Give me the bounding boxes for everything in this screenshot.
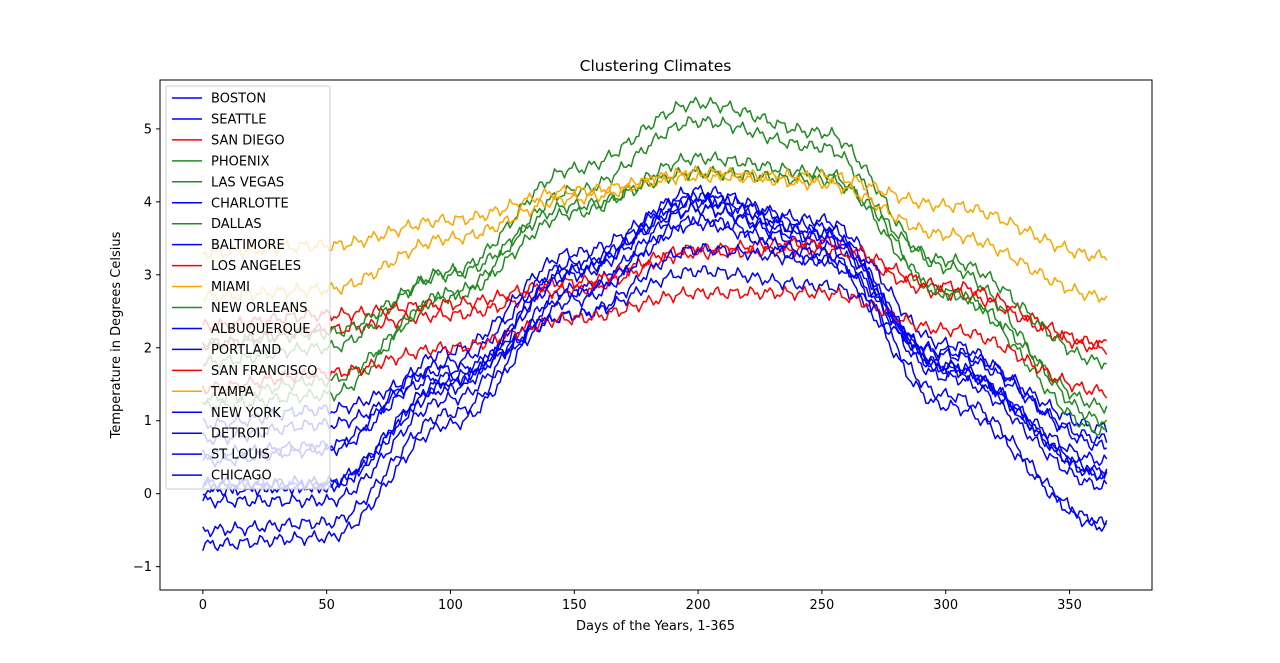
y-tick-label: 1 [144, 414, 152, 429]
series-line-portland [202, 243, 1108, 446]
series-line-tampa [202, 165, 1108, 304]
x-tick-label: 350 [1057, 598, 1082, 613]
legend-label-san-diego: SAN DIEGO [211, 133, 285, 148]
legend-label-tampa: TAMPA [210, 385, 254, 400]
legend-label-phoenix: PHOENIX [211, 154, 270, 169]
series-line-boston [202, 202, 1108, 509]
x-tick-label: 300 [933, 598, 958, 613]
series-line-charlotte [202, 191, 1107, 461]
legend-label-seattle: SEATTLE [211, 112, 266, 127]
legend-label-charlotte: CHARLOTTE [211, 196, 289, 211]
legend-label-portland: PORTLAND [211, 343, 281, 358]
series-line-phoenix [202, 96, 1108, 428]
legend-label-detroit: DETROIT [211, 427, 268, 442]
legend-box [165, 85, 331, 490]
x-tick-label: 100 [438, 598, 463, 613]
x-tick-label: 150 [562, 598, 587, 613]
legend-label-albuquerque: ALBUQUERQUE [211, 322, 311, 337]
chart-title: Clustering Climates [580, 57, 732, 75]
series-line-san-francisco [202, 285, 1108, 399]
y-axis-label: Temperature in Degrees Celsius [109, 231, 124, 439]
x-axis: 0 50 100 150 200 250 300 350 [199, 590, 1082, 613]
plot-frame [159, 79, 1153, 591]
legend-label-miami: MIAMI [211, 280, 250, 295]
series-line-dallas [202, 151, 1108, 414]
legend-label-dallas: DALLAS [211, 217, 262, 232]
series-line-st-louis [202, 184, 1108, 497]
legend-label-new-york: NEW YORK [211, 406, 281, 421]
x-tick-label: 200 [686, 598, 711, 613]
legend-label-chicago: CHICAGO [211, 469, 272, 484]
series-line-seattle [202, 265, 1108, 434]
legend-label-boston: BOSTON [211, 92, 266, 107]
legend-label-los-angeles: LOS ANGELES [211, 259, 301, 274]
series-line-new-york [202, 195, 1108, 495]
x-axis-label: Days of the Years, 1-365 [576, 619, 735, 634]
y-tick-label: 4 [144, 195, 152, 210]
y-tick-label: 3 [144, 268, 152, 283]
y-axis: −1 0 1 2 3 4 5 [133, 122, 160, 575]
y-tick-label: 0 [144, 487, 152, 502]
legend-label-san-francisco: SAN FRANCISCO [211, 364, 317, 379]
y-tick-label: 2 [144, 341, 152, 356]
y-tick-label: 5 [144, 122, 152, 137]
y-tick-label: −1 [133, 560, 152, 575]
x-tick-label: 250 [809, 598, 834, 613]
legend-label-new-orleans: NEW ORLEANS [211, 301, 308, 316]
series-line-chicago [202, 216, 1108, 552]
x-tick-label: 50 [318, 598, 335, 613]
legend-label-las-vegas: LAS VEGAS [211, 175, 284, 190]
series-line-las-vegas [202, 116, 1107, 436]
series-line-albuquerque [202, 202, 1108, 468]
series-line-detroit [202, 214, 1108, 538]
legend-label-baltimore: BALTIMORE [211, 238, 285, 253]
legend-label-st-louis: ST LOUIS [211, 448, 270, 463]
series-line-new-orleans [202, 165, 1107, 370]
series-line-los-angeles [202, 236, 1107, 350]
x-tick-label: 0 [199, 598, 207, 613]
series-layer [202, 96, 1108, 552]
series-line-miami [202, 168, 1108, 262]
legend: BOSTON SEATTLE SAN DIEGO PHOENIX LAS VEGAS CH… [165, 85, 331, 490]
